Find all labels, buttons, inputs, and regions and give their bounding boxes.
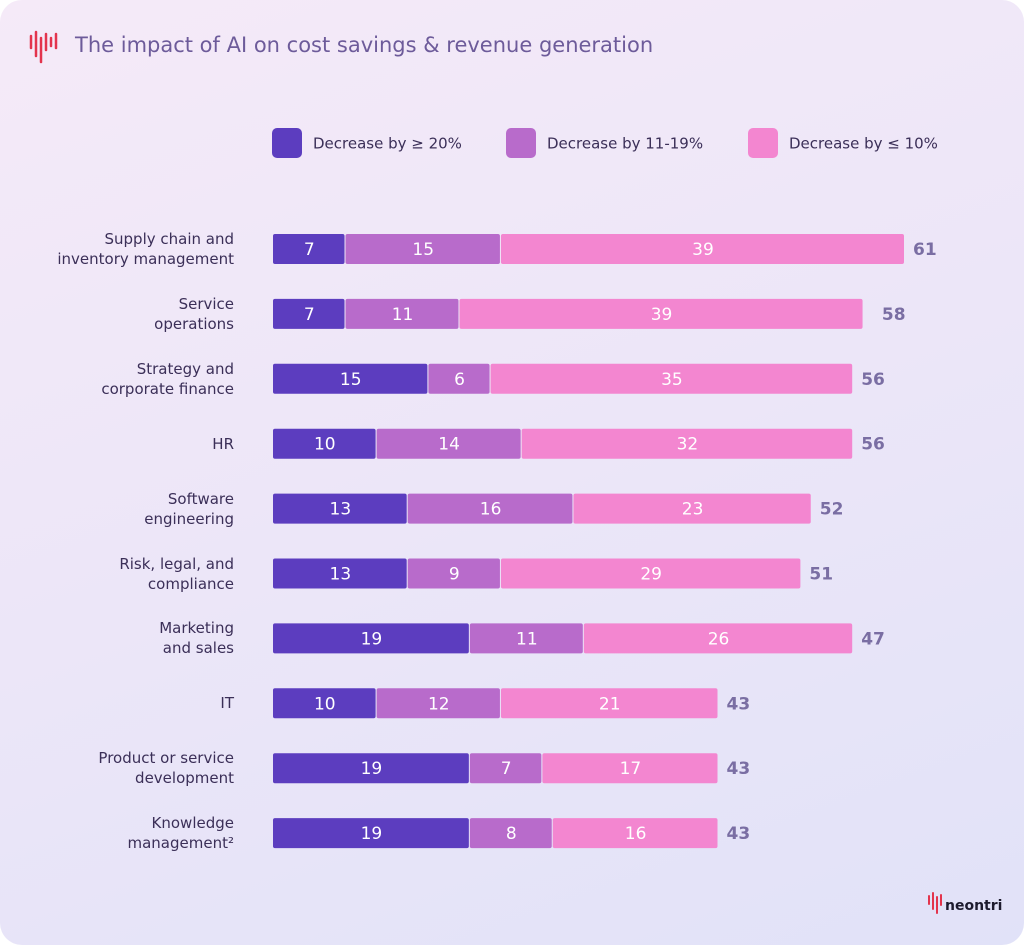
category-label: Risk, legal, and compliance xyxy=(119,554,234,593)
legend-label: Decrease by ≤ 10% xyxy=(789,135,938,153)
segment-label: 15 xyxy=(340,370,362,390)
bar-segment xyxy=(273,493,407,524)
total-label: 43 xyxy=(727,694,751,714)
bar-segment xyxy=(273,688,376,719)
legend-label: Decrease by ≥ 20% xyxy=(313,135,462,153)
chart-title: The impact of AI on cost savings & reven… xyxy=(74,33,653,57)
segment-label: 8 xyxy=(506,824,517,844)
segment-label: 11 xyxy=(516,629,538,649)
segment-label: 9 xyxy=(449,565,460,585)
segment-label: 19 xyxy=(361,824,383,844)
bar-segment xyxy=(376,688,500,719)
legend-swatch xyxy=(272,128,302,158)
bar-segment xyxy=(376,428,521,459)
segment-label: 13 xyxy=(330,565,352,585)
bar-segment xyxy=(583,623,853,654)
category-label: Knowledge management² xyxy=(127,814,235,853)
segment-label: 12 xyxy=(428,694,450,714)
bar-segment xyxy=(500,234,904,264)
bar-segment xyxy=(521,428,853,459)
category-label: HR xyxy=(212,434,234,453)
segment-label: 35 xyxy=(661,370,683,390)
logo-icon xyxy=(29,30,58,64)
category-label: Supply chain and inventory management xyxy=(57,230,234,268)
bar-segment xyxy=(273,298,345,329)
total-label: 56 xyxy=(861,435,885,455)
bar-segment xyxy=(459,298,863,329)
segment-label: 39 xyxy=(651,305,673,325)
bar-segment xyxy=(490,363,853,394)
segment-label: 21 xyxy=(599,694,621,714)
bar-segment xyxy=(428,363,490,394)
segment-label: 6 xyxy=(454,370,465,390)
segment-label: 32 xyxy=(677,435,699,455)
segment-label: 19 xyxy=(361,629,383,649)
bar-segment xyxy=(552,818,718,849)
bar-segment xyxy=(500,558,801,589)
segment-label: 19 xyxy=(361,759,383,779)
bar-segment xyxy=(273,363,428,394)
total-label: 52 xyxy=(820,500,844,520)
bar-segment xyxy=(273,428,376,459)
total-label: 61 xyxy=(913,240,937,260)
brand-icon xyxy=(928,892,942,914)
total-label: 47 xyxy=(861,629,885,649)
bar-segment xyxy=(273,623,469,654)
segment-label: 7 xyxy=(501,759,512,779)
total-label: 56 xyxy=(861,370,885,390)
legend-swatch xyxy=(748,128,778,158)
segment-label: 10 xyxy=(314,694,336,714)
segment-label: 26 xyxy=(708,629,730,649)
bar-segment xyxy=(407,558,500,589)
bar-segment xyxy=(273,818,469,849)
total-label: 43 xyxy=(727,824,751,844)
bar-segment xyxy=(469,818,552,849)
segment-label: 10 xyxy=(314,435,336,455)
bar-segment xyxy=(273,753,469,784)
category-label: IT xyxy=(220,694,234,713)
segment-label: 16 xyxy=(625,824,647,844)
segment-label: 23 xyxy=(682,500,704,520)
category-label: Strategy and corporate finance xyxy=(101,359,234,398)
total-label: 43 xyxy=(727,759,751,779)
segment-label: 13 xyxy=(330,500,352,520)
bar-segment xyxy=(345,298,459,329)
bar-segment xyxy=(469,753,542,784)
segment-label: 7 xyxy=(304,305,315,325)
bar-segment xyxy=(407,493,573,524)
brand-name: neontri xyxy=(945,898,1002,914)
bar-segment xyxy=(573,493,811,524)
total-label: 58 xyxy=(882,305,906,325)
segment-label: 39 xyxy=(692,240,714,260)
category-label: Software engineering xyxy=(144,489,234,528)
bar-segment xyxy=(542,753,718,784)
segment-label: 14 xyxy=(438,435,460,455)
legend-swatch xyxy=(506,128,536,158)
bar-segment xyxy=(469,623,583,654)
bar-segment xyxy=(273,558,407,589)
bar-segment xyxy=(273,234,345,264)
segment-label: 11 xyxy=(392,305,414,325)
category-label: Marketing and sales xyxy=(159,619,234,658)
segment-label: 17 xyxy=(620,759,642,779)
legend-label: Decrease by 11-19% xyxy=(547,135,703,153)
segment-label: 29 xyxy=(640,565,662,585)
category-label: Product or service development xyxy=(98,749,234,788)
bar-segment xyxy=(500,688,718,719)
bar-segment xyxy=(345,234,500,264)
segment-label: 16 xyxy=(480,500,502,520)
segment-label: 15 xyxy=(412,240,434,260)
segment-label: 7 xyxy=(304,240,315,260)
category-label: Service operations xyxy=(154,294,234,333)
total-label: 51 xyxy=(809,565,833,585)
